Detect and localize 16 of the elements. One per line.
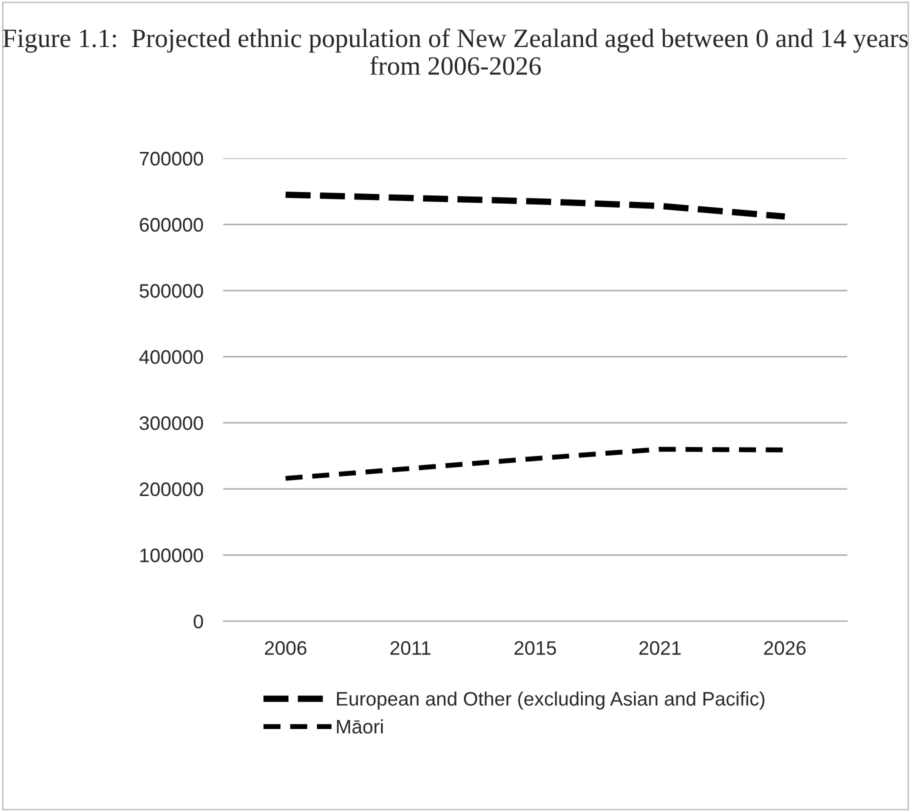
y-tick-label: 600000 [140,218,203,232]
y-tick-label: 700000 [140,152,203,166]
x-tick-label: 2011 [390,641,430,655]
y-tick-label: 400000 [139,350,203,364]
y-tick-label: 100000 [140,548,203,562]
x-tick-label: 2021 [639,641,681,655]
legend-label: Māori [337,719,383,734]
x-tick-label: 2006 [264,641,306,655]
y-tick-label: 300000 [140,416,203,430]
x-tick-label: 2015 [514,641,556,655]
x-tick-label: 2026 [764,641,806,655]
y-tick-label: 200000 [140,482,203,496]
y-tick-label: 0 [194,614,203,628]
chart-title: Figure 1.1: Projected ethnic population of New Zealand aged between 0 and 14 years from 2006-2026 [3,28,908,75]
y-tick-label: 500000 [140,284,203,298]
legend-label: European and Other (excluding Asian and Pacific) [337,691,764,710]
